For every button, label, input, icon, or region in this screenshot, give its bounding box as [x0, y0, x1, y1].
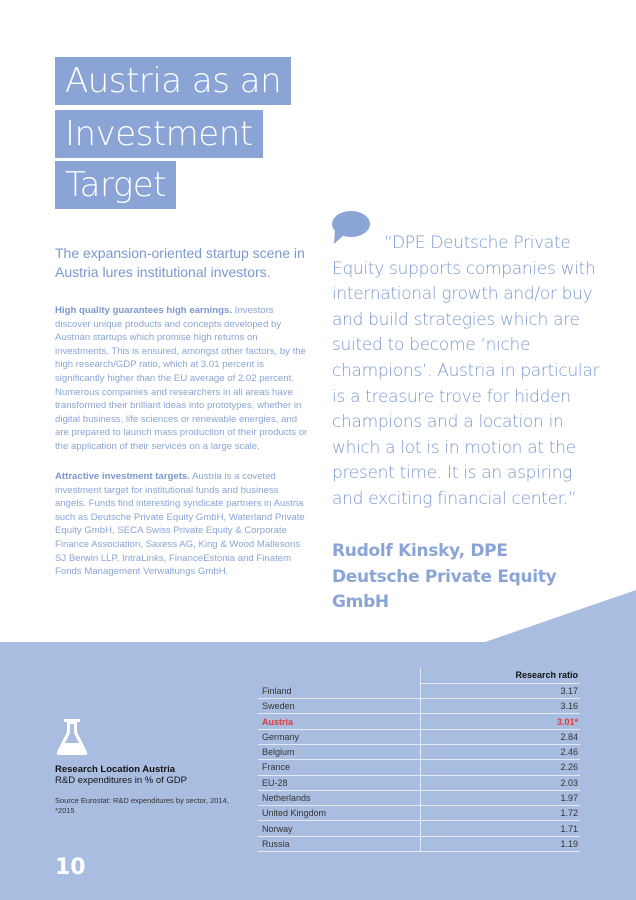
table-row: Sweden 3.16: [258, 698, 580, 715]
page-number: 10: [55, 855, 86, 880]
country-cell: Sweden: [258, 698, 421, 715]
paragraph-text: Austria is a coveted investment target f…: [55, 471, 305, 578]
country-cell: France: [258, 759, 421, 776]
table-row: Finland 3.17: [258, 683, 580, 700]
table-row: France 2.26: [258, 759, 580, 776]
country-cell: Belgium: [258, 744, 421, 761]
paragraph-2: Attractive investment targets. Austria i…: [55, 470, 310, 579]
ratio-cell: 2.26: [420, 759, 580, 776]
paragraph-text: Investors discover unique products and c…: [55, 305, 308, 452]
flask-icon: [56, 719, 88, 755]
ratio-cell: 2.46: [420, 744, 580, 761]
research-title: Research Location Austria: [55, 764, 176, 775]
lead-text: The expansion-oriented startup scene in …: [55, 245, 305, 280]
ratio-cell: 1.72: [420, 805, 580, 822]
ratio-cell: 3.16: [420, 698, 580, 715]
title-line-3: Target: [55, 161, 177, 209]
country-cell: Finland: [258, 683, 421, 700]
research-table: Research ratio Finland 3.17 Sweden 3.16 Aust…: [258, 668, 580, 853]
table-row: Germany 2.84: [258, 729, 580, 745]
country-cell: Netherlands: [258, 790, 421, 807]
quote-body: “DPE Deutsche Private Equity supports co…: [332, 233, 600, 509]
paragraph-heading: Attractive investment targets.: [55, 471, 190, 482]
country-cell: United Kingdom: [258, 805, 421, 822]
column-header: Research ratio: [420, 668, 580, 684]
table-row: United Kingdom 1.72: [258, 805, 580, 822]
quote-author: Rudolf Kinsky, DPE Deutsche Private Equi…: [332, 541, 557, 613]
country-cell: Germany: [258, 729, 421, 745]
quote-text: “DPE Deutsche Private Equity supports co…: [332, 231, 602, 513]
table-row: EU-28 2.03: [258, 775, 580, 791]
country-cell: EU-28: [258, 775, 421, 791]
ratio-cell: 2.84: [420, 729, 580, 745]
ratio-cell: 2.03: [420, 775, 580, 791]
country-cell: Norway: [258, 820, 421, 837]
ratio-cell: 1.71: [420, 820, 580, 837]
table-row: Belgium 2.46: [258, 744, 580, 761]
ratio-cell: 3.17: [420, 683, 580, 700]
title-line-2: Investment: [55, 110, 263, 158]
paragraph-heading: High quality guarantees high earnings.: [55, 305, 232, 316]
research-caption: Research Location Austria R&D expenditure…: [55, 764, 187, 786]
paragraph-1: High quality guarantees high earnings. I…: [55, 304, 310, 454]
ratio-cell: 1.97: [420, 790, 580, 807]
research-source: Source Eurostat: R&D expenditures by sec…: [55, 796, 229, 815]
research-subtitle: R&D expenditures in % of GDP: [55, 775, 188, 786]
title-line-1: Austria as an: [55, 57, 292, 105]
table-row: Netherlands 1.97: [258, 790, 580, 807]
table-row: Norway 1.71: [258, 820, 580, 837]
country-cell: Austria: [258, 713, 421, 730]
table-row: Russia 1.19: [258, 836, 580, 853]
speech-bubble-icon: [332, 211, 370, 244]
table-row: Austria 3.01*: [258, 713, 580, 730]
ratio-cell: 3.01*: [420, 713, 580, 730]
ratio-cell: 1.19: [420, 836, 580, 853]
country-cell: Russia: [258, 836, 421, 853]
